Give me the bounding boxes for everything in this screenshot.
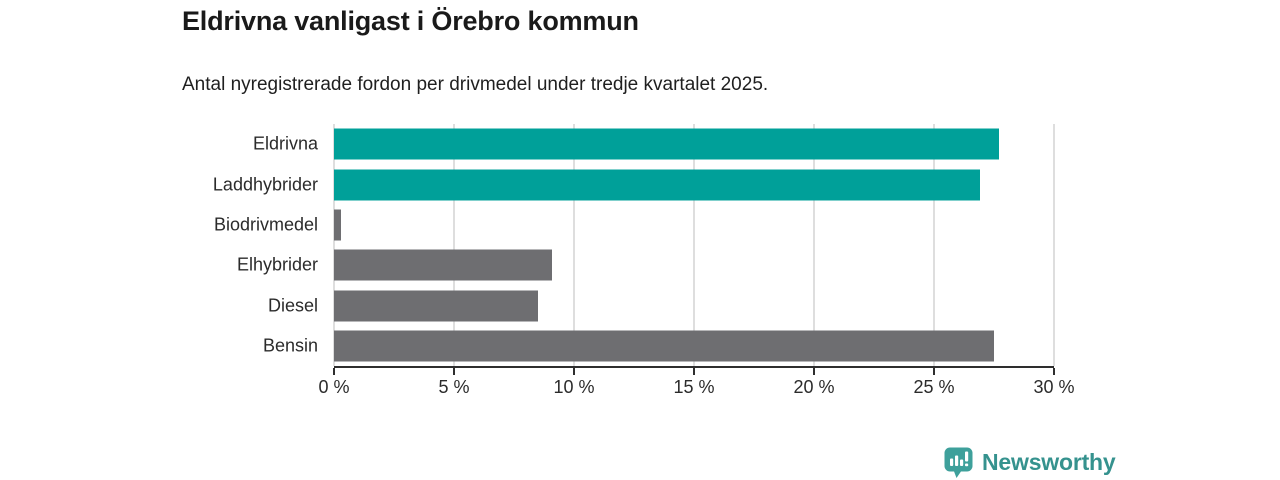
axis-tick-label: 15 %: [673, 377, 715, 397]
bar-bensin: [334, 330, 994, 362]
axis-tick-label: 10 %: [553, 377, 595, 397]
gridline: [933, 124, 935, 366]
axis-tick-label: 5 %: [438, 377, 470, 397]
gridline: [1053, 124, 1055, 366]
axis-tick: [1053, 368, 1055, 375]
gridline: [333, 124, 335, 366]
category-label-eldrivna: Eldrivna: [252, 133, 318, 154]
category-axis: Eldrivna Laddhybrider Biodrivmedel Elhybrid…: [0, 124, 318, 366]
gridline: [573, 124, 575, 366]
bar-diesel: [334, 290, 538, 321]
bar-elhybrider: [334, 249, 553, 281]
axis-tick-label: 30 %: [1033, 377, 1075, 397]
brand-footer: Newsworthy: [944, 447, 1116, 478]
chart-subtitle: Antal nyregistrerade fordon per drivmede…: [182, 74, 769, 95]
gridline: [453, 124, 455, 366]
x-axis: 0 % 5 % 10 % 15 % 20 % 25 % 30 %: [318, 368, 1075, 408]
axis-tick-label: 0 %: [318, 377, 350, 397]
category-label-laddhybrider: Laddhybrider: [212, 174, 318, 194]
chart-title: Eldrivna vanligast i Örebro kommun: [182, 6, 639, 36]
category-label-elhybrider: Elhybrider: [236, 254, 318, 275]
gridline: [813, 124, 815, 366]
newsworthy-logo-icon: [944, 447, 973, 478]
bar-eldrivna: [334, 128, 999, 160]
category-label-biodrivmedel: Biodrivmedel: [213, 214, 318, 235]
axis-tick-label: 25 %: [913, 377, 955, 397]
bar-laddhybrider: [334, 169, 980, 200]
axis-tick: [813, 368, 815, 375]
axis-tick: [573, 368, 575, 375]
gridline: [693, 124, 695, 366]
axis-tick: [453, 368, 455, 375]
category-label-bensin: Bensin: [262, 335, 318, 356]
axis-tick: [933, 368, 935, 375]
plot-area: [333, 124, 1055, 368]
category-label-diesel: Diesel: [267, 295, 318, 315]
axis-tick-label: 20 %: [793, 377, 835, 397]
axis-tick: [693, 368, 695, 375]
bar-biodrivmedel: [334, 209, 342, 241]
axis-tick: [333, 368, 335, 375]
brand-name: Newsworthy: [982, 449, 1116, 475]
